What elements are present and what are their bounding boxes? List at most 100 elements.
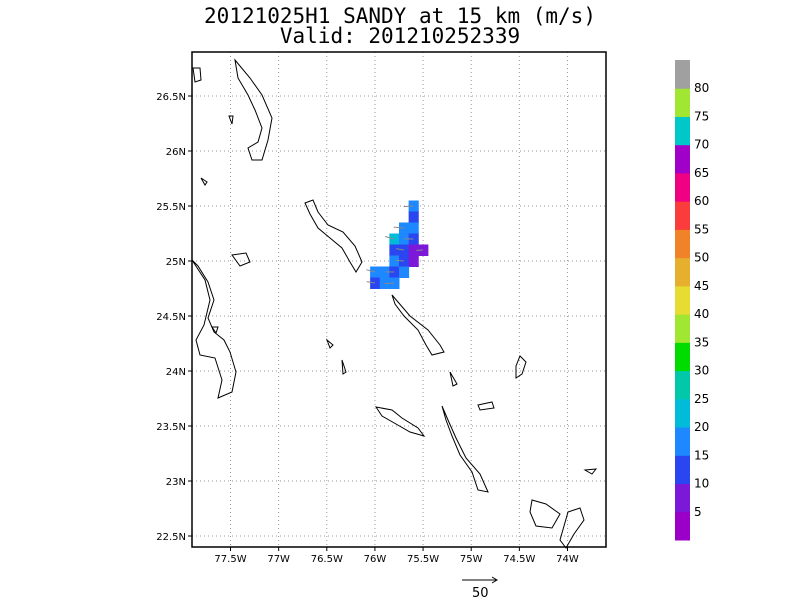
colorbar-label: 25 [694, 392, 709, 406]
wind-cell [389, 233, 400, 245]
colorbar-label: 10 [694, 477, 709, 491]
lon-tick-label: 77W [267, 554, 290, 565]
lat-tick-label: 23.5N [156, 422, 186, 433]
lon-tick-label: 76.5W [311, 554, 343, 565]
lat-tick-label: 22.5N [156, 532, 186, 543]
wind-cell [370, 266, 381, 278]
coastline-exuma [374, 406, 426, 437]
colorbar: 5 10 15 20 25 30 35 40 45 50 55 60 65 70 75 80 [675, 60, 709, 541]
colorbar-swatch [675, 511, 690, 541]
coastline-berry-islands [228, 115, 234, 125]
valid-time: Valid: 201210252339 [279, 24, 521, 48]
colorbar-swatch [675, 398, 690, 428]
lon-tick-label: 74W [556, 554, 579, 565]
axis-ticks: 77.5W 77W 76.5W 76W 75.5W 75W 74.5W 74W 22.5N 23N… [156, 92, 579, 565]
reference-vector-label: 50 [472, 586, 489, 600]
coastline-cat-island [325, 338, 334, 349]
wind-cell [389, 277, 400, 289]
coastline-conception [341, 359, 347, 375]
wind-cell [408, 222, 419, 234]
lat-tick-label: 25.5N [156, 202, 186, 213]
coastline-cay-sal [200, 177, 208, 186]
colorbar-swatch [675, 116, 690, 146]
wind-cell [399, 266, 410, 278]
colorbar-label: 30 [694, 364, 709, 378]
wind-vector [384, 236, 395, 240]
wind-cell [379, 266, 390, 278]
colorbar-label: 70 [694, 138, 709, 152]
colorbar-swatch [675, 257, 690, 287]
colorbar-swatch [675, 427, 690, 456]
colorbar-label: 65 [694, 166, 709, 180]
coastline-great-abaco [234, 58, 273, 161]
coastline-acklins [559, 507, 585, 549]
wind-vector [403, 205, 414, 208]
coastline-nassau [231, 252, 251, 267]
wind-cell [399, 255, 410, 267]
colorbar-label: 75 [694, 109, 709, 123]
colorbar-swatch [675, 455, 690, 485]
colorbar-swatch [675, 342, 690, 372]
colorbar-swatch [675, 88, 690, 117]
coastline-ragged-island [211, 326, 219, 335]
wind-cell [399, 233, 410, 245]
colorbar-label: 50 [694, 251, 709, 265]
wind-cell [408, 233, 419, 245]
colorbar-label: 5 [694, 505, 702, 519]
colorbar-label: 80 [694, 81, 709, 95]
colorbar-label: 55 [694, 222, 709, 236]
colorbar-swatch [675, 201, 690, 230]
wind-vector [395, 248, 404, 251]
coastline-rum-cay [477, 401, 495, 411]
colorbar-swatch [675, 483, 690, 513]
wind-cell [399, 244, 410, 256]
coastline-little-exuma [449, 371, 458, 387]
lon-tick-label: 75.5W [407, 554, 439, 565]
wind-vectors [366, 205, 424, 285]
lon-tick-label: 75W [460, 554, 483, 565]
coastline-samana [583, 468, 598, 475]
wind-cell [370, 277, 381, 289]
colorbar-label: 60 [694, 194, 709, 208]
lat-tick-label: 24N [166, 367, 186, 378]
wind-cell [389, 244, 400, 256]
wind-cell [408, 211, 419, 223]
colorbar-label: 45 [694, 279, 709, 293]
wind-cell [408, 244, 419, 256]
wind-cell [408, 255, 419, 267]
coastline-andros [191, 259, 237, 399]
lat-tick-label: 24.5N [156, 312, 186, 323]
coastlines [191, 58, 598, 549]
colorbar-swatch [675, 370, 690, 400]
wind-cell [389, 255, 400, 267]
coastline-crooked-island [529, 499, 561, 529]
reference-vector: 50 [462, 576, 498, 600]
colorbar-label: 35 [694, 335, 709, 349]
coastline-eleuthera [391, 294, 445, 356]
wind-cell [408, 200, 419, 212]
coastline-long-island [441, 405, 489, 493]
map-title: 20121025H1 SANDY at 15 km (m/s) [204, 4, 596, 28]
colorbar-swatch [675, 314, 690, 343]
arrow-head-icon [491, 576, 498, 584]
lat-tick-label: 23N [166, 477, 186, 488]
lat-tick-label: 26.5N [156, 92, 186, 103]
wind-cell [389, 266, 400, 278]
colorbar-label: 40 [694, 307, 709, 321]
colorbar-swatch [675, 144, 690, 174]
lon-tick-label: 76W [364, 554, 387, 565]
colorbar-swatch [675, 285, 690, 315]
wind-speed-field [370, 200, 429, 289]
coastline-grand-bahama [304, 199, 363, 273]
wind-vector [393, 226, 404, 229]
colorbar-swatch [675, 60, 690, 89]
wind-cell [418, 244, 429, 256]
lon-tick-label: 74.5W [503, 554, 535, 565]
colorbar-swatch [675, 172, 690, 202]
wind-vector [366, 269, 376, 273]
lat-tick-label: 26N [166, 147, 186, 158]
colorbar-label: 15 [694, 448, 709, 462]
map-frame [191, 51, 607, 548]
wind-vector [395, 259, 404, 262]
